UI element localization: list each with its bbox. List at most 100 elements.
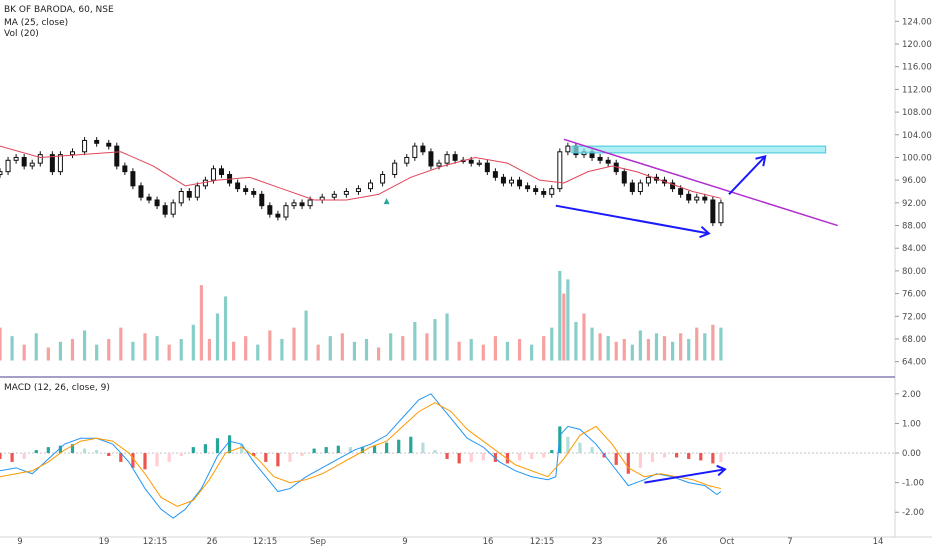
candle-body	[0, 171, 3, 175]
macd-histogram-bar	[95, 450, 99, 454]
macd-histogram-bar	[34, 450, 38, 454]
candle-body	[162, 205, 168, 215]
volume-bar	[670, 341, 675, 361]
price-tick-label: 116.00	[902, 63, 932, 73]
price-tick-label: 72.00	[902, 312, 926, 322]
ma-indicator-label: MA (25, close)	[4, 18, 69, 28]
volume-bar	[207, 338, 212, 361]
volume-bar	[550, 327, 554, 361]
price-tick-label: 96.00	[902, 176, 926, 186]
price-tick-label: 112.00	[902, 85, 932, 95]
price-tick-label: 120.00	[902, 40, 932, 50]
volume-bar	[389, 333, 393, 361]
volume-bar	[364, 338, 369, 361]
volume-bar	[445, 313, 449, 361]
support-arrow	[555, 204, 710, 235]
candle-body	[186, 191, 192, 198]
time-tick-label: 9	[17, 537, 22, 547]
time-tick-label: 12:15	[530, 537, 555, 547]
candle-body	[275, 213, 281, 218]
candle-body	[170, 202, 176, 215]
macd-histogram-bar	[300, 453, 304, 456]
macd-histogram-bar	[578, 442, 582, 454]
macd-histogram-bar	[240, 444, 244, 454]
candle-body	[138, 185, 144, 198]
macd-histogram-bar	[481, 453, 485, 461]
resistance-zone	[571, 145, 827, 154]
volume-bar	[598, 333, 602, 361]
candle-body	[533, 188, 539, 192]
candle-body	[702, 196, 708, 201]
macd-divergence-arrow-head	[716, 464, 727, 477]
volume-bar	[719, 327, 723, 361]
candle-body	[307, 199, 313, 207]
macd-histogram-bar	[179, 453, 183, 456]
macd-histogram-bar	[107, 453, 111, 456]
time-tick-label: 19	[99, 537, 110, 547]
moving-average-line	[0, 145, 722, 201]
candle-body	[29, 162, 35, 167]
macd-tick-label: 2.00	[902, 390, 921, 400]
candle-body	[718, 202, 724, 224]
volume-bar	[517, 338, 522, 361]
macd-histogram-bar	[119, 453, 123, 462]
volume-bar	[413, 321, 417, 361]
candle-body	[291, 202, 297, 207]
volume-bar	[107, 338, 111, 361]
price-axis: 124.00 120.00 116.00 112.00 108.00 104.00 100.…	[895, 17, 932, 518]
macd-histogram-bar	[614, 453, 618, 465]
volume-bar	[558, 270, 562, 361]
volume-bar	[155, 336, 159, 361]
macd-histogram-bar	[469, 453, 473, 462]
time-tick-label: Oct	[720, 537, 735, 547]
candle-body	[476, 162, 482, 165]
macd-histogram-bar	[288, 453, 292, 462]
macd-histogram-bar	[58, 445, 63, 454]
volume-bar	[328, 336, 332, 361]
time-axis: 9 19 12:15 26 12:15 Sep 9 16 12:15 23 26 Oct 7 14	[17, 537, 883, 547]
macd-histogram-bar	[46, 447, 50, 454]
volume-bar	[505, 341, 510, 361]
candle-body	[251, 191, 257, 195]
macd-pane	[0, 393, 895, 519]
candle-body	[645, 176, 651, 184]
volume-bar	[70, 338, 75, 361]
time-tick-label: 7	[787, 537, 792, 547]
annotations	[383, 138, 838, 239]
volume-bar	[433, 319, 437, 361]
macd-tick-label: -2.00	[902, 508, 924, 518]
volume-bar	[316, 344, 320, 361]
macd-histogram-bar	[167, 453, 171, 462]
macd-histogram-bar	[711, 453, 715, 464]
macd-histogram-bar	[457, 453, 461, 464]
volume-bar	[82, 330, 87, 361]
macd-histogram-bar	[493, 453, 497, 462]
volume-bar	[95, 344, 99, 361]
volume-bar	[46, 347, 50, 361]
volume-bar	[703, 333, 707, 361]
buy-signal-marker	[383, 198, 390, 205]
macd-histogram-bar	[10, 453, 14, 462]
candle-body	[331, 193, 337, 198]
macd-tick-label: 0.00	[902, 449, 921, 459]
candle-body	[283, 205, 289, 218]
volume-bar	[215, 313, 220, 361]
macd-histogram-bar	[155, 453, 159, 467]
macd-histogram-bar	[638, 453, 642, 468]
time-tick-label: Sep	[310, 537, 326, 547]
volume-bar	[376, 347, 381, 361]
macd-histogram-bar	[324, 447, 328, 454]
volume-bar	[244, 336, 248, 361]
candle-body	[444, 154, 450, 164]
macd-histogram-bar	[421, 442, 425, 454]
macd-histogram-bar	[385, 442, 389, 454]
volume-bar	[606, 336, 610, 361]
candle-body	[243, 188, 249, 192]
time-tick-label: 14	[873, 537, 884, 547]
symbol-title: BK OF BARODA, 60, NSE	[4, 5, 114, 15]
ma-line	[0, 145, 722, 201]
macd-histogram-bar	[215, 438, 220, 454]
candle-body	[436, 162, 442, 167]
